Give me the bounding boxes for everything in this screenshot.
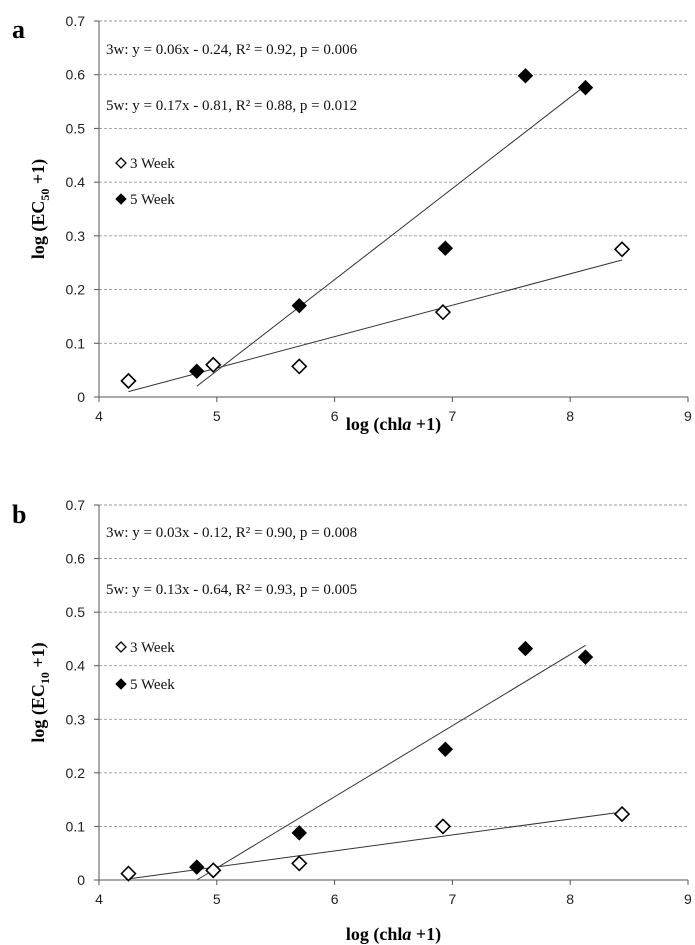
data-point-3-week — [120, 372, 137, 390]
y-tick-label: 0 — [77, 389, 85, 405]
legend-marker-open-diamond — [115, 641, 127, 653]
data-point-3-week — [613, 241, 631, 258]
x-axis-title-part: log (chl — [346, 414, 403, 435]
y-tick-label: 0.3 — [66, 228, 86, 244]
y-axis-title-part: +1) — [28, 642, 49, 672]
x-tick-label: 8 — [566, 408, 574, 424]
legend-marker-filled-diamond — [115, 678, 127, 690]
legend-label: 5 Week — [130, 677, 175, 693]
data-point-5-week — [291, 825, 307, 841]
panel-letter: a — [12, 15, 25, 44]
x-tick-label: 6 — [331, 408, 339, 424]
y-tick-label: 0.4 — [66, 658, 86, 674]
chart-panel-b: 0 0.1 0.2 0.3 0.4 0.5 0.6 0.7 4 5 6 7 8 9 b log (chla +… — [12, 497, 692, 945]
data-point-5-week — [291, 297, 307, 314]
y-tick-label: 0.4 — [66, 174, 86, 190]
data-point-5-week — [437, 240, 454, 256]
x-tick-label: 4 — [95, 891, 103, 907]
y-axis-title-part: log (EC — [28, 201, 49, 260]
x-axis-title-italic: a — [402, 924, 411, 944]
y-tick-label: 0.2 — [66, 282, 86, 298]
legend-entry: 3 Week — [115, 156, 175, 172]
y-axis-title: log (EC10 +1) — [28, 642, 52, 742]
gridlines — [99, 504, 688, 827]
x-axis-title-part: +1) — [411, 414, 441, 435]
y-tick-label: 0.5 — [66, 604, 86, 620]
legend-entry: 3 Week — [115, 640, 175, 656]
x-tick-label: 5 — [213, 408, 221, 424]
data-point-3-week — [434, 303, 452, 321]
regression-equation: 3w: y = 0.03x - 0.12, R² = 0.90, p = 0.0… — [106, 525, 357, 541]
legend-label: 3 Week — [130, 640, 175, 656]
data-point-5-week — [577, 79, 594, 96]
legend-entry: 5 Week — [115, 192, 175, 208]
y-tick-label: 0.6 — [66, 67, 86, 83]
y-axis-title-part: log (EC — [28, 684, 49, 743]
data-point-5-week — [437, 741, 454, 757]
x-tick-label: 6 — [331, 891, 339, 907]
data-point-5-week — [577, 649, 594, 665]
data-point-5-week — [517, 68, 534, 84]
x-tick-label: 9 — [684, 891, 692, 907]
y-tick-label: 0.6 — [66, 551, 86, 567]
fit-line — [196, 644, 586, 881]
y-tick-label: 0.7 — [66, 497, 86, 513]
y-tick-label: 0 — [77, 872, 85, 888]
regression-equation: 5w: y = 0.13x - 0.64, R² = 0.93, p = 0.0… — [106, 582, 357, 598]
data-point-5-week — [189, 363, 205, 379]
y-tick-label: 0.1 — [66, 818, 86, 834]
data-point-3-week — [205, 862, 222, 879]
fit-line — [196, 85, 586, 387]
x-tick-label: 7 — [449, 891, 457, 907]
legend-marker-filled-diamond — [115, 193, 127, 205]
regression-equation: 5w: y = 0.17x - 0.81, R² = 0.88, p = 0.0… — [106, 98, 357, 114]
y-axis-title-part: +1) — [28, 159, 49, 189]
y-tick-label: 0.2 — [66, 765, 86, 781]
panel-letter: b — [12, 500, 26, 529]
data-point-5-week — [517, 640, 534, 657]
x-axis-title: log (chla +1) — [346, 414, 441, 435]
regression-equation: 3w: y = 0.06x - 0.24, R² = 0.92, p = 0.0… — [106, 42, 358, 58]
data-point-5-week — [189, 859, 205, 875]
gridlines — [99, 20, 688, 344]
data-point-3-week — [291, 358, 308, 375]
y-tick-label: 0.3 — [66, 711, 86, 727]
x-tick-label: 7 — [449, 408, 457, 424]
data-point-3-week — [434, 818, 452, 835]
x-tick-label: 4 — [95, 408, 103, 424]
y-axis-title-subscript: 10 — [38, 672, 52, 684]
x-tick-label: 8 — [566, 891, 574, 907]
y-tick-label: 0.1 — [66, 335, 86, 351]
legend-label: 3 Week — [130, 156, 175, 172]
x-axis-title-italic: a — [402, 414, 411, 434]
legend-entry: 5 Week — [115, 677, 175, 693]
data-point-3-week — [205, 356, 222, 373]
y-axis-title: log (EC50 +1) — [28, 159, 52, 259]
x-axis-title: log (chla +1) — [346, 924, 441, 945]
x-tick-label: 5 — [213, 891, 221, 907]
x-tick-label: 9 — [684, 408, 692, 424]
legend-label: 5 Week — [130, 192, 175, 208]
data-point-3-week — [120, 865, 137, 882]
x-axis-title-part: +1) — [411, 924, 441, 945]
y-tick-label: 0.7 — [66, 13, 86, 29]
data-point-3-week — [613, 805, 631, 823]
y-axis-title-subscript: 50 — [38, 189, 52, 201]
legend-marker-open-diamond — [115, 157, 127, 169]
y-tick-label: 0.5 — [66, 120, 86, 136]
x-axis-title-part: log (chl — [346, 924, 403, 945]
data-point-3-week — [291, 855, 308, 872]
